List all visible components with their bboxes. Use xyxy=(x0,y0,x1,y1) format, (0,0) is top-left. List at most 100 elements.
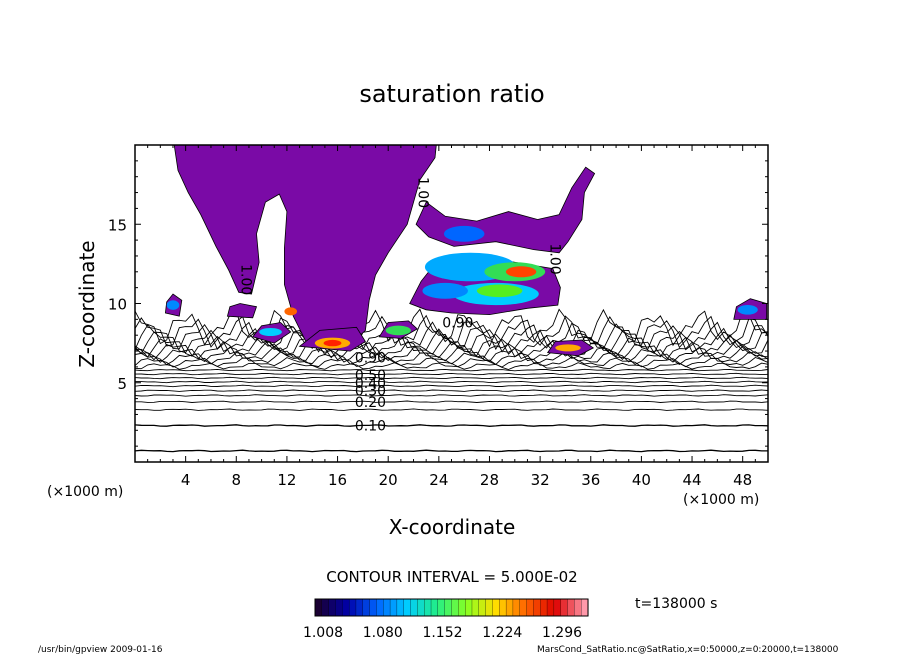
saturation-highlight xyxy=(505,266,537,278)
chart-title: saturation ratio xyxy=(359,80,544,108)
saturation-highlight xyxy=(284,307,298,316)
x-tick-label: 8 xyxy=(232,471,242,489)
colorbar-cell xyxy=(383,598,391,617)
colorbar-cell xyxy=(410,598,418,617)
colorbar-cell xyxy=(328,598,337,617)
colorbar-cell xyxy=(362,598,371,617)
colorbar-cell xyxy=(478,598,487,617)
colorbar-cell xyxy=(321,598,330,617)
contour-line xyxy=(134,424,769,427)
colorbar-tick-label: 1.080 xyxy=(363,625,403,641)
contour-label: 0.10 xyxy=(355,419,386,435)
contour-label: 1.00 xyxy=(237,264,253,295)
colorbar: 1.008 1.080 1.152 1.224 1.296 xyxy=(303,598,589,641)
contour-line xyxy=(134,394,769,397)
x-tick-label: 24 xyxy=(429,471,448,489)
contour-line xyxy=(134,356,769,368)
y-axis: 5 10 15 xyxy=(108,160,768,447)
x-unit-left-label: (×1000 m) xyxy=(47,484,123,500)
colorbar-tick-label: 1.296 xyxy=(542,625,582,641)
footer-left: /usr/bin/gpview 2009-01-16 xyxy=(38,645,163,654)
colorbar-cell xyxy=(403,598,412,617)
contour-line xyxy=(134,389,769,392)
x-tick-label: 32 xyxy=(531,471,550,489)
contour-label: 0.90 xyxy=(355,350,386,366)
colorbar-tick-label: 1.008 xyxy=(303,625,343,641)
saturation-highlight xyxy=(443,225,485,242)
x-axis-label: X-coordinate xyxy=(389,515,516,539)
colorbar-cell xyxy=(369,598,377,617)
x-tick-label: 4 xyxy=(181,471,191,489)
saturation-highlight xyxy=(259,328,282,336)
x-tick-label: 16 xyxy=(328,471,347,489)
saturation-highlight xyxy=(422,282,469,299)
x-tick-label: 20 xyxy=(379,471,398,489)
contour-lines xyxy=(134,308,769,453)
colorbar-cell xyxy=(417,598,425,617)
y-tick-label: 15 xyxy=(108,216,127,234)
contour-line xyxy=(134,368,769,372)
contour-line xyxy=(134,449,768,453)
contour-label: 0.40 xyxy=(355,376,386,392)
x-unit-right-label: (×1000 m) xyxy=(683,492,759,508)
colorbar-cell xyxy=(342,598,350,617)
colorbar-cell xyxy=(546,598,555,617)
colorbar-cell xyxy=(376,598,384,617)
contour-label: 0.30 xyxy=(355,384,386,400)
colorbar-cell xyxy=(540,598,548,617)
y-tick-label: 10 xyxy=(108,296,127,314)
colorbar-cell xyxy=(396,598,405,617)
colorbar-cell xyxy=(492,598,500,617)
colorbar-cell xyxy=(451,598,459,617)
saturation-highlight xyxy=(737,305,758,315)
colorbar-cell xyxy=(437,598,446,617)
x-tick-label: 48 xyxy=(733,471,752,489)
saturated-region-fill xyxy=(173,144,437,346)
contour-label: 0.50 xyxy=(355,368,386,384)
x-tick-label: 28 xyxy=(480,471,499,489)
colorbar-cell xyxy=(424,598,432,617)
colorbar-frame xyxy=(314,598,589,617)
contour-line xyxy=(134,376,769,380)
colorbar-cell xyxy=(553,598,562,617)
saturation-highlight xyxy=(323,339,342,347)
colorbar-cell xyxy=(519,598,528,617)
contour-line xyxy=(135,400,769,403)
contour-line xyxy=(134,372,769,376)
contour-line xyxy=(134,327,769,356)
time-label: t=138000 s xyxy=(635,596,717,612)
colorbar-tick-label: 1.224 xyxy=(482,625,522,641)
contour-line xyxy=(134,384,769,388)
colorbar-cell xyxy=(430,598,439,617)
contour-label: 0.90 xyxy=(442,316,473,332)
colorbar-cell xyxy=(560,598,569,617)
colorbar-cells xyxy=(314,598,589,617)
colorbar-cell xyxy=(355,598,364,617)
colorbar-cell xyxy=(458,598,466,617)
x-tick-label: 36 xyxy=(581,471,600,489)
colorbar-ticks: 1.008 1.080 1.152 1.224 1.296 xyxy=(303,625,582,641)
saturation-highlight xyxy=(385,325,411,336)
contour-line xyxy=(134,314,769,351)
colorbar-cell xyxy=(574,598,582,617)
colorbar-cell xyxy=(533,598,541,617)
contour-labels: 0.10 0.200.300.400.50 0.90 0.90 1.00 1.00 1.00 xyxy=(237,177,562,435)
x-tick-label: 40 xyxy=(632,471,651,489)
contour-line xyxy=(134,380,769,384)
contour-line xyxy=(134,308,769,348)
contour-label: 0.20 xyxy=(355,395,386,411)
colorbar-cell xyxy=(505,598,514,617)
contour-interval-text: CONTOUR INTERVAL = 5.000E-02 xyxy=(326,568,577,586)
footer-right: MarsCond_SatRatio.nc@SatRatio,x=0:50000,… xyxy=(537,645,839,654)
y-tick-label: 5 xyxy=(117,375,127,393)
colorbar-cell xyxy=(526,598,534,617)
colorbar-cell xyxy=(444,598,453,617)
contour-line xyxy=(134,351,769,366)
saturation-highlight xyxy=(166,300,180,310)
plot-area: 0.10 0.200.300.400.50 0.90 0.90 1.00 1.00 1.00 xyxy=(134,144,769,463)
contour-label: 1.00 xyxy=(546,244,562,275)
saturated-region-fill xyxy=(226,303,258,319)
x-tick-label: 12 xyxy=(277,471,296,489)
colorbar-tick-label: 1.152 xyxy=(422,625,462,641)
